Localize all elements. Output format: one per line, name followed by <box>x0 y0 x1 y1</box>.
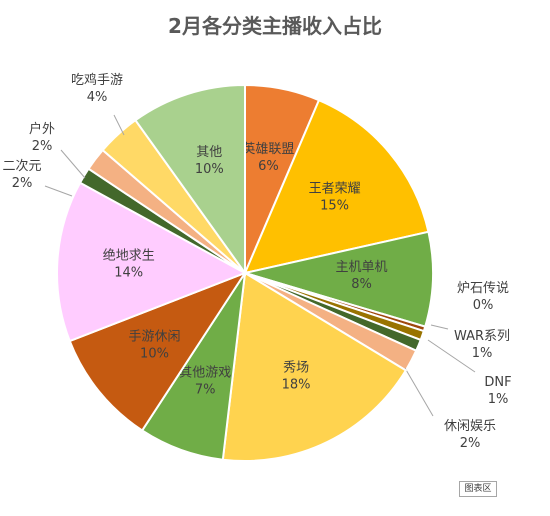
slice-percent-label-1: 15% <box>320 199 349 214</box>
pie-slice-14 <box>134 83 246 277</box>
slice-name-label-0: 英雄联盟 <box>242 142 294 157</box>
slice-name-label-2: 主机单机 <box>335 260 387 275</box>
slice-name-label-3: 炉石传说 <box>457 281 509 296</box>
pie-slice-2 <box>241 230 434 328</box>
slice-percent-label-9: 10% <box>140 346 169 361</box>
chart-title: 2月各分类主播收入占比 <box>168 14 382 38</box>
slice-name-label-13: 吃鸡手游 <box>71 72 123 88</box>
slice-name-label-12: 户外 <box>29 121 55 137</box>
slice-percent-label-8: 7% <box>195 383 216 398</box>
slice-percent-label-0: 6% <box>258 159 279 174</box>
slice-percent-label-3: 0% <box>473 298 494 313</box>
leader-line-4 <box>430 324 449 330</box>
slice-name-label-6: 休闲娱乐 <box>444 419 496 434</box>
slice-percent-label-6: 2% <box>460 436 481 451</box>
slice-name-label-8: 其他游戏 <box>179 366 231 381</box>
slice-percent-label-10: 14% <box>114 265 143 280</box>
slice-name-label-7: 秀场 <box>283 361 309 376</box>
pie-slice-10 <box>56 181 248 343</box>
slice-percent-label-11: 2% <box>12 176 33 191</box>
leader-line-12 <box>60 149 86 179</box>
slice-name-label-1: 王者荣耀 <box>309 182 361 197</box>
slice-name-label-9: 手游休闲 <box>128 329 180 344</box>
leader-line-6 <box>404 367 434 417</box>
pie-slice-1 <box>243 98 430 275</box>
pie-slice-9 <box>68 270 248 432</box>
slice-name-label-10: 绝地求生 <box>103 247 155 263</box>
leader-line-11 <box>44 185 73 197</box>
leader-line-5 <box>427 339 476 373</box>
slice-percent-label-4: 1% <box>472 346 493 361</box>
slice-percent-label-5: 1% <box>488 392 509 407</box>
slice-percent-label-12: 2% <box>32 139 53 154</box>
leader-line-13 <box>113 114 125 136</box>
slice-percent-label-13: 4% <box>87 90 108 105</box>
slice-name-label-5: DNF <box>484 375 511 390</box>
slice-percent-label-2: 8% <box>351 277 372 292</box>
slice-percent-label-7: 18% <box>282 378 311 393</box>
slice-name-label-14: 其他 <box>196 145 222 160</box>
chart-area-badge[interactable]: 图表区 <box>459 481 497 497</box>
slice-name-label-4: WAR系列 <box>454 329 510 344</box>
slice-percent-label-14: 10% <box>195 162 224 177</box>
slice-name-label-11: 二次元 <box>2 158 41 174</box>
pie-slice-7 <box>221 271 408 463</box>
